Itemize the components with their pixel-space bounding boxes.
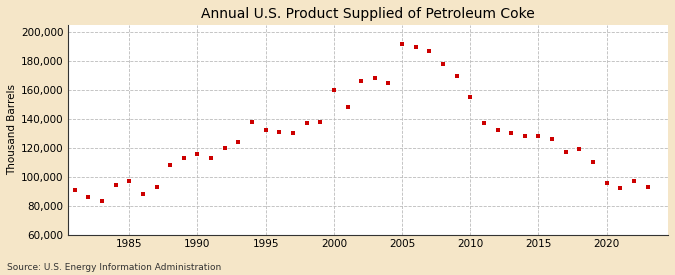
Title: Annual U.S. Product Supplied of Petroleum Coke: Annual U.S. Product Supplied of Petroleu…: [201, 7, 535, 21]
Text: Source: U.S. Energy Information Administration: Source: U.S. Energy Information Administ…: [7, 263, 221, 272]
Y-axis label: Thousand Barrels: Thousand Barrels: [7, 84, 17, 175]
